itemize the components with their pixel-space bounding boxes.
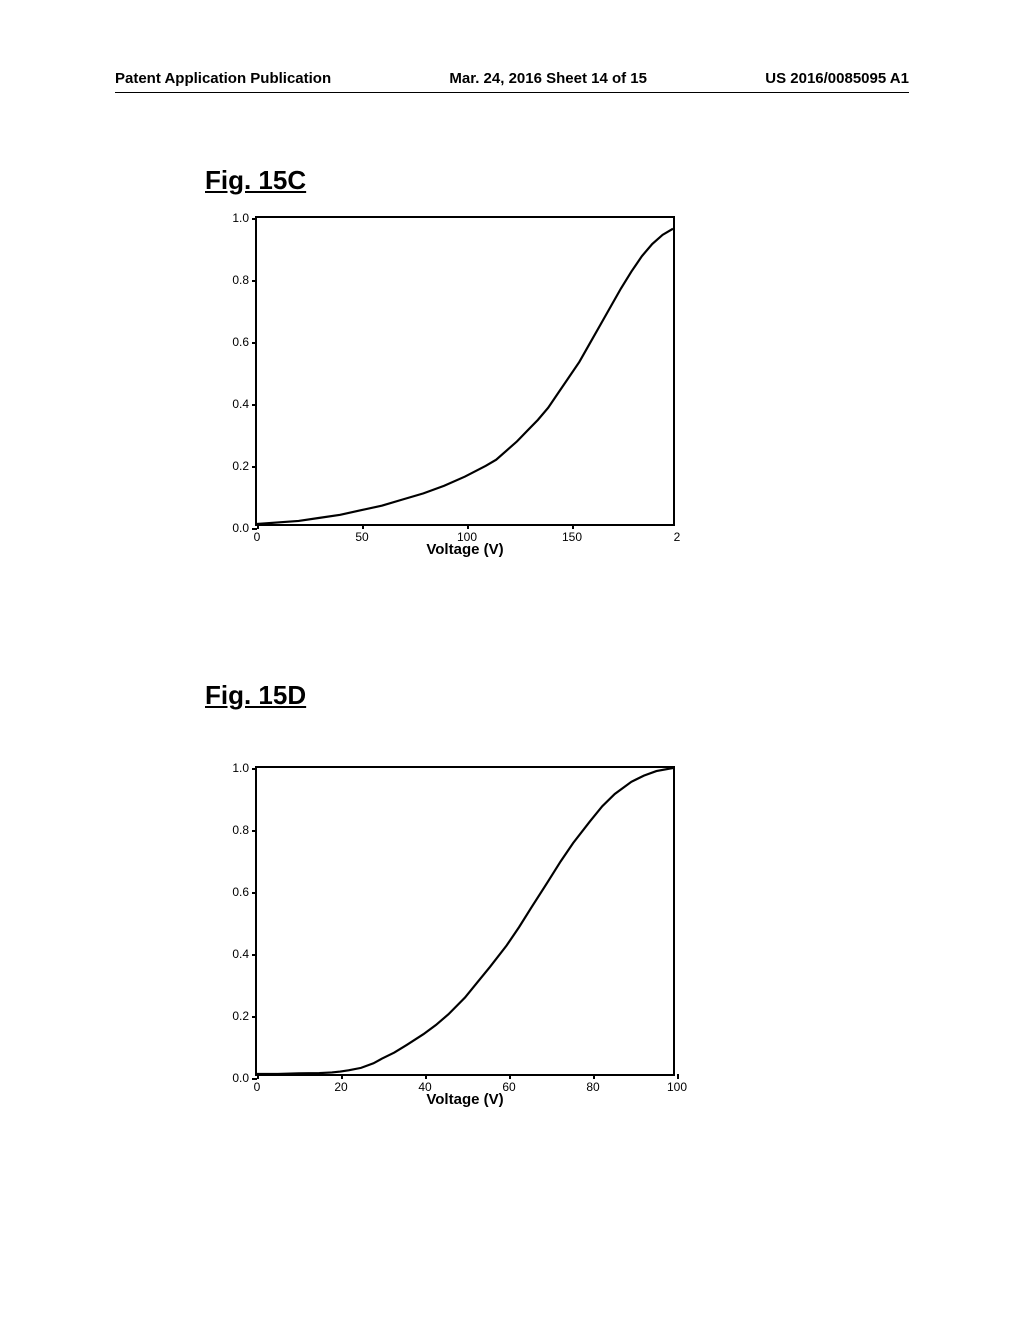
y-tick-label: 0.2 — [232, 1009, 249, 1023]
pub-number: US 2016/0085095 A1 — [765, 70, 909, 87]
figure-15d-title: Fig. 15D — [205, 680, 675, 711]
x-tick — [341, 1074, 343, 1079]
curve-svg — [257, 218, 673, 524]
y-tick-label: 0.0 — [232, 1071, 249, 1085]
y-tick-label: 0.4 — [232, 947, 249, 961]
x-tick-label: 150 — [562, 530, 582, 544]
y-tick-label: 0.8 — [232, 273, 249, 287]
x-tick — [425, 1074, 427, 1079]
x-tick — [362, 524, 364, 529]
figure-15c: Fig. 15C Normalized Transmittance 0.00.2… — [205, 165, 675, 526]
x-tick-label: 80 — [586, 1080, 599, 1094]
x-tick — [467, 524, 469, 529]
header-divider — [115, 92, 909, 93]
figure-15d-plot: 0.00.20.40.60.81.0020406080100 — [255, 766, 675, 1076]
y-tick-label: 0.0 — [232, 521, 249, 535]
y-tick-label: 0.8 — [232, 823, 249, 837]
y-tick-label: 0.2 — [232, 459, 249, 473]
x-tick — [677, 1074, 679, 1079]
figure-15c-xlabel: Voltage (V) — [426, 541, 503, 558]
data-curve — [257, 229, 673, 524]
x-tick-label: 20 — [334, 1080, 347, 1094]
x-tick — [572, 524, 574, 529]
x-tick — [257, 1074, 259, 1079]
figure-15c-title: Fig. 15C — [205, 165, 675, 196]
x-tick — [257, 524, 259, 529]
y-tick-label: 0.6 — [232, 335, 249, 349]
figure-15d-chart: Normalized Transmittance 0.00.20.40.60.8… — [255, 766, 675, 1076]
curve-svg — [257, 768, 673, 1074]
pub-type: Patent Application Publication — [115, 70, 331, 87]
y-tick-label: 0.6 — [232, 885, 249, 899]
y-tick-label: 0.4 — [232, 397, 249, 411]
data-curve — [257, 768, 673, 1074]
pub-date-sheet: Mar. 24, 2016 Sheet 14 of 15 — [449, 70, 647, 87]
y-tick-label: 1.0 — [232, 761, 249, 775]
figure-15c-plot: 0.00.20.40.60.81.00501001502 — [255, 216, 675, 526]
figure-15d-xlabel: Voltage (V) — [426, 1091, 503, 1108]
x-tick-label: 0 — [254, 530, 261, 544]
x-tick-label: 60 — [502, 1080, 515, 1094]
x-tick — [593, 1074, 595, 1079]
figure-15c-chart: Normalized Transmittance 0.00.20.40.60.8… — [255, 216, 675, 526]
y-tick-label: 1.0 — [232, 211, 249, 225]
x-tick-label: 50 — [355, 530, 368, 544]
figure-15d: Fig. 15D Normalized Transmittance 0.00.2… — [205, 680, 675, 1076]
x-tick — [509, 1074, 511, 1079]
x-tick-label: 0 — [254, 1080, 261, 1094]
x-tick-label: 100 — [667, 1080, 687, 1094]
x-tick-label: 2 — [674, 530, 681, 544]
page-header: Patent Application Publication Mar. 24, … — [0, 70, 1024, 87]
